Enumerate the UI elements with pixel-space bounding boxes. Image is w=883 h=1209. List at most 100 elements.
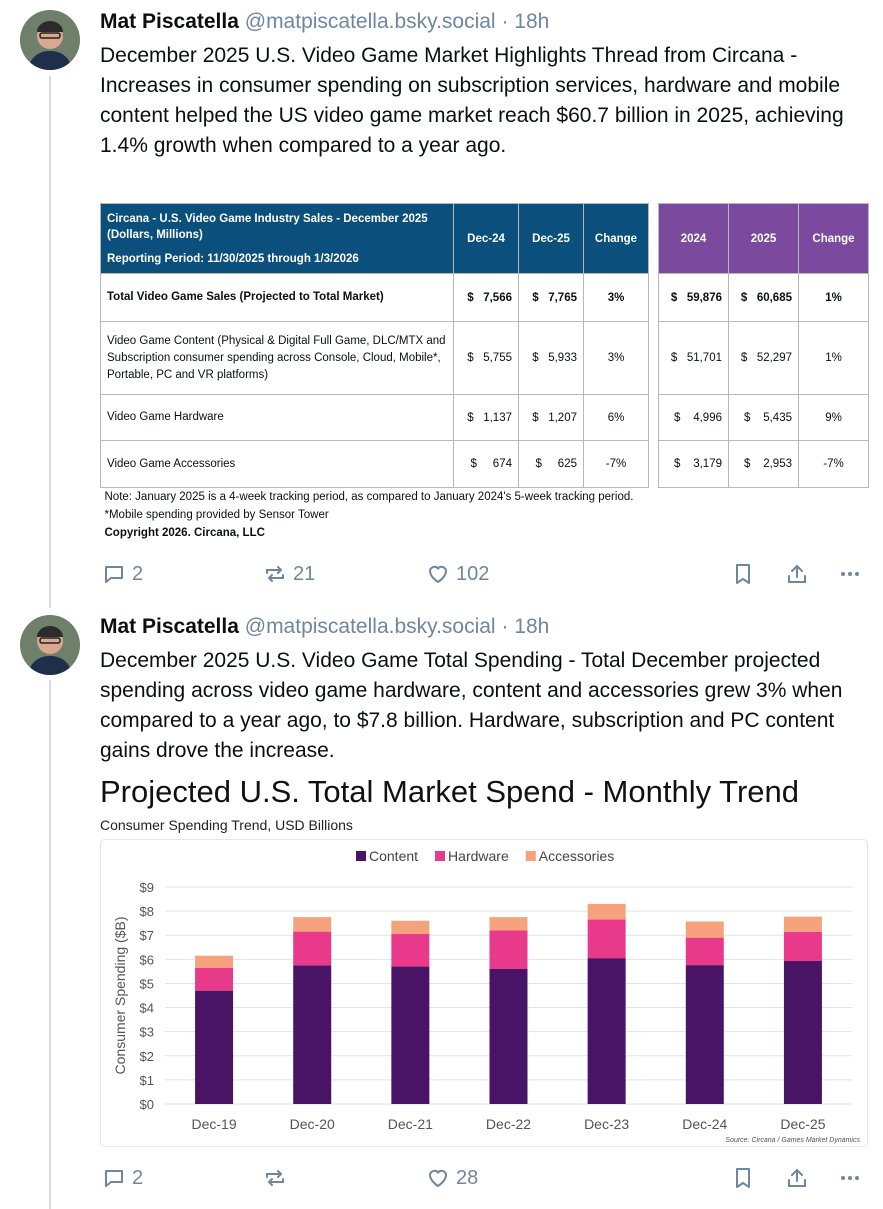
table-cell: $ 51,701 [658, 321, 729, 395]
table-cell: $ 2,953 [728, 440, 799, 488]
bar-segment [783, 961, 822, 1104]
table-cell: 3% [583, 273, 649, 322]
table-row: Video Game Accessories $ 674 $ 625 -7% $ 3,1… [100, 440, 869, 488]
column-header: 2025 [728, 203, 799, 274]
y-tick-label: $5 [140, 976, 154, 991]
more-icon [841, 1176, 859, 1180]
legend-label: Content [369, 848, 418, 864]
share-button[interactable] [785, 1166, 809, 1190]
like-button[interactable]: 102 [426, 562, 489, 586]
more-icon [841, 572, 859, 576]
row-label: Total Video Game Sales (Projected to Tot… [100, 273, 454, 322]
bar-segment [489, 968, 528, 1104]
table-cell: $ 7,765 [518, 273, 584, 322]
bar-segment [685, 965, 724, 1104]
bar-segment [391, 920, 430, 935]
bar-segment [195, 967, 234, 991]
gap [648, 273, 659, 322]
bar-segment [391, 934, 430, 967]
bar-segment [587, 903, 626, 920]
like-button[interactable]: 28 [426, 1166, 478, 1190]
table-cell: $ 3,179 [658, 440, 729, 488]
chart-source: Source: Circana / Games Market Dynamics [725, 1137, 860, 1144]
bar-segment [685, 937, 724, 966]
reply-button[interactable]: 2 [102, 1166, 143, 1190]
bar-segment [685, 921, 724, 938]
x-tick-label: Dec-20 [290, 1116, 335, 1132]
x-tick-label: Dec-19 [192, 1116, 237, 1132]
bar-segment [489, 930, 528, 969]
x-tick-label: Dec-23 [584, 1116, 629, 1132]
column-header: Dec-25 [518, 203, 584, 274]
y-tick-label: $6 [140, 952, 154, 967]
bar-segment [783, 931, 822, 962]
repost-button[interactable]: 21 [263, 562, 315, 586]
table-cell: $ 5,435 [728, 394, 799, 441]
bookmark-icon [736, 1168, 750, 1188]
repost-button[interactable] [263, 1166, 287, 1190]
table-cell: $ 5,933 [518, 321, 584, 395]
table-cell: $ 60,685 [728, 273, 799, 322]
repost-icon [266, 1170, 284, 1186]
avatar-image [20, 615, 80, 675]
share-icon [788, 564, 806, 583]
bar-segment [293, 917, 332, 932]
title-line: Circana - U.S. Video Game Industry Sales… [107, 212, 428, 225]
y-tick-label: $1 [140, 1073, 154, 1088]
avatar [20, 615, 80, 675]
author-handle: @matpiscatella.bsky.social [244, 10, 496, 33]
gap [648, 394, 659, 441]
post-header: Mat Piscatella @matpiscatella.bsky.socia… [100, 615, 549, 639]
more-button[interactable] [838, 562, 862, 586]
table-cell: $ 52,297 [728, 321, 799, 395]
y-tick-label: $8 [140, 904, 154, 919]
plot-frame [100, 839, 868, 1147]
table-title: Circana - U.S. Video Game Industry Sales… [100, 203, 454, 274]
table-row: Video Game Content (Physical & Digital F… [100, 321, 869, 395]
table-cell: 9% [798, 394, 869, 441]
y-tick-label: $3 [140, 1025, 154, 1040]
bookmark-button[interactable] [731, 562, 755, 586]
bar-segment [489, 917, 528, 931]
note-row: Copyright 2026. Circana, LLC [101, 524, 869, 542]
note-row: *Mobile spending provided by Sensor Towe… [101, 506, 869, 524]
table-note: Copyright 2026. Circana, LLC [104, 527, 265, 539]
y-tick-label: $0 [140, 1097, 154, 1112]
chart: Projected U.S. Total Market Spend - Mont… [100, 775, 868, 1147]
y-axis-label: Consumer Spending ($B) [112, 917, 128, 1075]
unit-line: (Dollars, Millions) [107, 228, 203, 241]
x-tick-label: Dec-22 [486, 1116, 531, 1132]
table-cell: -7% [583, 440, 649, 488]
table-cell: 3% [583, 321, 649, 395]
avatar [20, 10, 80, 70]
table-cell: 6% [583, 394, 649, 441]
column-header: Dec-24 [453, 203, 519, 274]
y-tick-label: $9 [140, 880, 154, 895]
bar-segment [195, 990, 234, 1104]
sales-table: Circana - U.S. Video Game Industry Sales… [100, 203, 869, 542]
table-cell: 1% [798, 273, 869, 322]
bar-segment [587, 958, 626, 1104]
post-text: December 2025 U.S. Video Game Market Hig… [100, 44, 844, 157]
gap [648, 203, 659, 274]
bar-segment [783, 916, 822, 932]
table-cell: $ 59,876 [658, 273, 729, 322]
x-tick-label: Dec-21 [388, 1116, 433, 1132]
column-header: Change [583, 203, 649, 274]
more-button[interactable] [838, 1166, 862, 1190]
bar-segment [293, 965, 332, 1104]
like-count: 102 [456, 562, 490, 585]
author-name: Mat Piscatella [100, 10, 239, 33]
row-label: Video Game Accessories [100, 440, 454, 488]
bar-segment [293, 931, 332, 966]
thread-line [49, 76, 51, 608]
reply-button[interactable]: 2 [102, 562, 143, 586]
y-tick-label: $4 [140, 1001, 154, 1016]
bookmark-button[interactable] [731, 1166, 755, 1190]
x-tick-label: Dec-25 [780, 1116, 825, 1132]
share-button[interactable] [785, 562, 809, 586]
bookmark-icon [736, 564, 750, 584]
table-note: *Mobile spending provided by Sensor Towe… [104, 509, 329, 521]
note-row: Note: January 2025 is a 4-week tracking … [101, 488, 869, 507]
